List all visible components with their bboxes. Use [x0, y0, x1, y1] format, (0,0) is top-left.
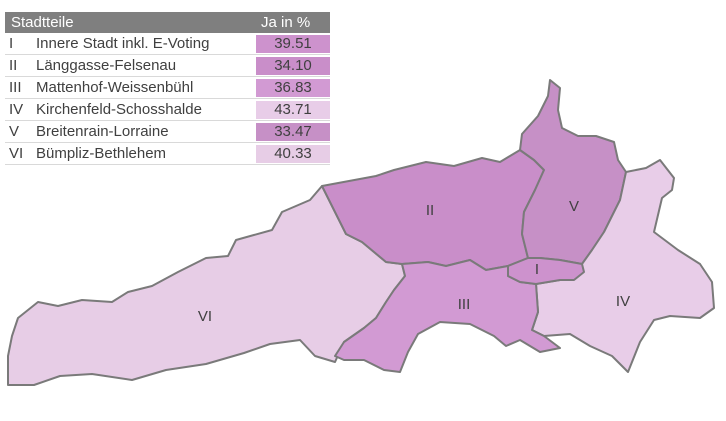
legend-row-value: 36.83 [256, 79, 330, 97]
legend-header-district: Stadtteile [11, 14, 74, 31]
legend-row-iv: IV Kirchenfeld-Schosshalde 43.71 [5, 99, 330, 121]
legend-row-number: I [9, 35, 14, 52]
legend-row-value: 43.71 [256, 101, 330, 119]
legend-table: Stadtteile Ja in % I Innere Stadt inkl. … [5, 12, 330, 165]
legend-row-name: Kirchenfeld-Schosshalde [36, 101, 202, 118]
legend-row-name: Breitenrain-Lorraine [36, 123, 169, 140]
district-label-vi: VI [198, 308, 212, 325]
legend-row-name: Länggasse-Felsenau [36, 57, 177, 74]
legend-row-value: 40.33 [256, 145, 330, 163]
legend-header: Stadtteile Ja in % [5, 12, 330, 33]
legend-row-iii: III Mattenhof-Weissenbühl 36.83 [5, 77, 330, 99]
district-label-iv: IV [616, 293, 630, 310]
legend-row-number: VI [9, 145, 24, 162]
district-label-i: I [535, 261, 539, 278]
legend-row-name: Bümpliz-Bethlehem [36, 145, 167, 162]
legend-row-name: Innere Stadt inkl. E-Voting [36, 35, 210, 52]
legend-row-number: III [9, 79, 22, 96]
legend-header-value: Ja in % [261, 14, 311, 31]
legend-row-vi: VI Bümpliz-Bethlehem 40.33 [5, 143, 330, 165]
district-label-iii: III [458, 296, 471, 313]
legend-row-ii: II Länggasse-Felsenau 34.10 [5, 55, 330, 77]
legend-row-v: V Breitenrain-Lorraine 33.47 [5, 121, 330, 143]
legend-row-number: IV [9, 101, 24, 118]
legend-row-name: Mattenhof-Weissenbühl [36, 79, 194, 96]
district-label-ii: II [426, 202, 434, 219]
legend-row-value: 33.47 [256, 123, 330, 141]
legend-row-i: I Innere Stadt inkl. E-Voting 39.51 [5, 33, 330, 55]
legend-row-value: 39.51 [256, 35, 330, 53]
legend-row-value: 34.10 [256, 57, 330, 75]
legend-row-number: II [9, 57, 18, 74]
district-label-v: V [569, 198, 579, 215]
district-i[interactable] [507, 257, 585, 285]
legend-row-number: V [9, 123, 20, 140]
